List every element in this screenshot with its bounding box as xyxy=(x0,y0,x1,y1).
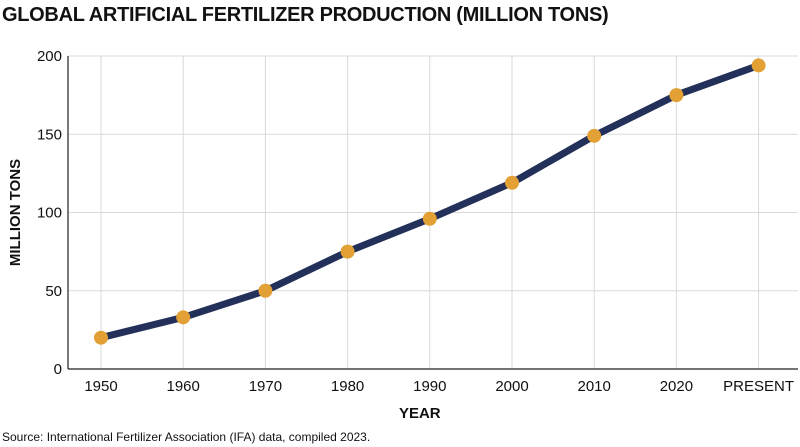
data-point xyxy=(669,88,684,103)
x-tick-label: 2010 xyxy=(578,378,611,395)
x-tick-label: 1960 xyxy=(167,378,200,395)
x-tick-label: 1990 xyxy=(413,378,446,395)
data-point xyxy=(422,211,437,226)
y-tick-label: 100 xyxy=(37,205,62,222)
x-tick-label: 1970 xyxy=(249,378,282,395)
x-tick-label: 1950 xyxy=(84,378,117,395)
x-tick-label: 2020 xyxy=(660,378,693,395)
data-point xyxy=(340,244,355,259)
data-point xyxy=(587,128,602,143)
line-chart: 0 50 100 150 200 1950 1960 1970 1980 1990 2000 201… xyxy=(7,48,798,422)
source-note: Source: International Fertilizer Associa… xyxy=(2,430,371,444)
x-tick-label: 2000 xyxy=(495,378,528,395)
y-tick-labels: 0 50 100 150 200 xyxy=(37,48,62,378)
data-point xyxy=(258,283,273,298)
x-axis-title: YEAR xyxy=(399,405,441,422)
chart-title: GLOBAL ARTIFICIAL FERTILIZER PRODUCTION … xyxy=(2,4,609,26)
y-tick-label: 0 xyxy=(54,361,62,378)
y-axis-title: MILLION TONS xyxy=(7,159,24,266)
y-tick-label: 200 xyxy=(37,48,62,65)
data-point xyxy=(94,330,108,345)
data-point xyxy=(505,175,519,190)
data-point xyxy=(176,310,191,325)
x-tick-labels: 1950 1960 1970 1980 1990 2000 2010 2020 PRESENT xyxy=(84,378,794,395)
data-markers xyxy=(94,58,766,345)
x-tick-label: 1980 xyxy=(331,378,364,395)
axes xyxy=(67,56,798,370)
data-point xyxy=(751,58,766,73)
y-tick-label: 150 xyxy=(37,126,62,143)
x-tick-label: PRESENT xyxy=(723,378,794,395)
y-tick-label: 50 xyxy=(45,283,62,300)
